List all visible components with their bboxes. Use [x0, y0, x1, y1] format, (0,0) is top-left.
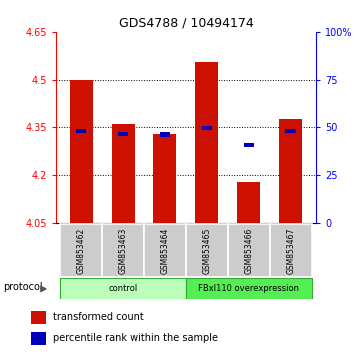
- Text: transformed count: transformed count: [53, 312, 144, 322]
- Bar: [76, 129, 86, 133]
- FancyBboxPatch shape: [60, 224, 102, 277]
- Text: percentile rank within the sample: percentile rank within the sample: [53, 333, 218, 343]
- FancyBboxPatch shape: [102, 224, 144, 277]
- FancyBboxPatch shape: [186, 224, 228, 277]
- Text: FBxl110 overexpression: FBxl110 overexpression: [198, 284, 299, 293]
- Bar: [286, 129, 296, 133]
- Title: GDS4788 / 10494174: GDS4788 / 10494174: [118, 16, 253, 29]
- FancyBboxPatch shape: [60, 278, 186, 299]
- Bar: [279, 120, 302, 223]
- Bar: [31, 311, 46, 324]
- Bar: [202, 126, 212, 130]
- Text: control: control: [108, 284, 138, 293]
- Bar: [31, 332, 46, 345]
- Bar: [70, 80, 93, 223]
- Bar: [237, 182, 260, 223]
- FancyBboxPatch shape: [228, 224, 270, 277]
- Bar: [118, 132, 128, 136]
- FancyBboxPatch shape: [186, 278, 312, 299]
- Text: GSM853467: GSM853467: [286, 227, 295, 274]
- Bar: [244, 143, 254, 147]
- Text: GSM853462: GSM853462: [77, 227, 86, 274]
- Text: GSM853463: GSM853463: [118, 227, 127, 274]
- Bar: [112, 124, 135, 223]
- Bar: [195, 62, 218, 223]
- Text: protocol: protocol: [3, 282, 43, 292]
- Text: GSM853464: GSM853464: [160, 227, 169, 274]
- Bar: [160, 132, 170, 137]
- FancyBboxPatch shape: [270, 224, 312, 277]
- FancyBboxPatch shape: [144, 224, 186, 277]
- Text: GSM853466: GSM853466: [244, 227, 253, 274]
- Bar: [153, 134, 177, 223]
- Text: GSM853465: GSM853465: [203, 227, 212, 274]
